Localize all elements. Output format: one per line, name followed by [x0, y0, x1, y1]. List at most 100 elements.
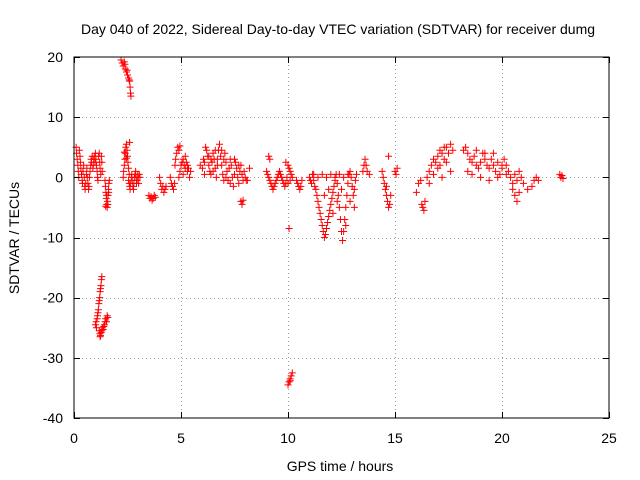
- data-point: [98, 273, 106, 281]
- data-point: [285, 378, 293, 386]
- data-point: [318, 170, 326, 178]
- data-point: [231, 170, 238, 178]
- y-tick-label: -30: [43, 350, 63, 366]
- data-point: [84, 179, 92, 187]
- data-point: [524, 185, 532, 193]
- data-point: [515, 167, 523, 175]
- data-point: [442, 158, 450, 166]
- y-tick-label: 0: [55, 169, 63, 185]
- data-point: [427, 161, 435, 169]
- data-point: [85, 182, 93, 190]
- data-point: [234, 173, 242, 181]
- data-point: [379, 173, 387, 181]
- data-point: [235, 161, 243, 169]
- data-point: [343, 191, 351, 199]
- data-point: [349, 191, 357, 199]
- data-point: [94, 306, 102, 314]
- data-point: [327, 200, 335, 208]
- data-point: [263, 167, 271, 175]
- data-point: [166, 173, 174, 181]
- data-point: [80, 161, 88, 169]
- data-point: [477, 173, 485, 181]
- data-point: [120, 167, 128, 175]
- data-point: [211, 146, 219, 154]
- data-point: [310, 176, 318, 184]
- y-tick-label: -10: [43, 230, 63, 246]
- data-point: [122, 154, 130, 162]
- data-point: [99, 326, 107, 334]
- data-point: [323, 224, 331, 232]
- data-point: [97, 329, 105, 337]
- data-point: [98, 158, 106, 166]
- data-point: [341, 215, 349, 223]
- data-point: [513, 176, 521, 184]
- data-point: [352, 170, 360, 178]
- data-point: [120, 161, 128, 169]
- data-point: [148, 196, 156, 204]
- data-point: [96, 294, 104, 302]
- data-point: [318, 221, 326, 229]
- data-point: [464, 167, 472, 175]
- data-point: [468, 158, 476, 166]
- data-point: [489, 149, 497, 157]
- data-point: [412, 188, 420, 196]
- data-point: [183, 161, 191, 169]
- data-point: [92, 161, 100, 169]
- data-point: [321, 230, 329, 238]
- data-point: [205, 161, 213, 169]
- data-point: [122, 68, 130, 76]
- data-point: [279, 176, 287, 184]
- data-point: [232, 158, 240, 166]
- data-point: [440, 143, 448, 151]
- data-point: [420, 206, 428, 214]
- data-point: [98, 167, 106, 175]
- data-point: [447, 140, 455, 148]
- data-point: [97, 282, 105, 290]
- data-point: [171, 179, 179, 187]
- x-tick-label: 25: [601, 430, 617, 446]
- data-point: [117, 56, 125, 64]
- data-point: [324, 218, 332, 226]
- data-point: [186, 173, 194, 181]
- data-point: [477, 158, 485, 166]
- data-point: [342, 221, 350, 229]
- data-point: [287, 372, 295, 380]
- data-point: [297, 182, 305, 190]
- data-point: [312, 185, 320, 193]
- data-point: [135, 179, 143, 187]
- data-point: [334, 191, 342, 199]
- data-point: [156, 173, 164, 181]
- data-point: [534, 176, 542, 184]
- data-point: [83, 164, 91, 172]
- data-point: [434, 152, 442, 160]
- data-point: [92, 318, 100, 326]
- data-point: [378, 167, 386, 175]
- data-point: [342, 203, 350, 211]
- data-point: [385, 152, 393, 160]
- x-tick-label: 15: [387, 430, 403, 446]
- data-point: [125, 74, 133, 82]
- data-point: [492, 167, 500, 175]
- data-point: [317, 215, 325, 223]
- data-point: [216, 140, 224, 148]
- data-point: [213, 155, 221, 163]
- data-point: [218, 146, 226, 154]
- data-point: [270, 182, 278, 190]
- data-point: [513, 197, 521, 205]
- data-point: [381, 185, 389, 193]
- data-point: [212, 173, 220, 181]
- data-point: [464, 149, 472, 157]
- data-point: [266, 176, 274, 184]
- data-point: [265, 152, 273, 160]
- data-point: [385, 203, 393, 211]
- data-point: [559, 175, 567, 183]
- data-point: [105, 188, 113, 196]
- data-point: [217, 152, 225, 160]
- data-point: [102, 202, 110, 210]
- data-point: [432, 158, 440, 166]
- data-point: [172, 155, 180, 163]
- data-point: [105, 176, 113, 184]
- data-point: [500, 155, 508, 163]
- data-point: [509, 179, 517, 187]
- data-point: [265, 173, 273, 181]
